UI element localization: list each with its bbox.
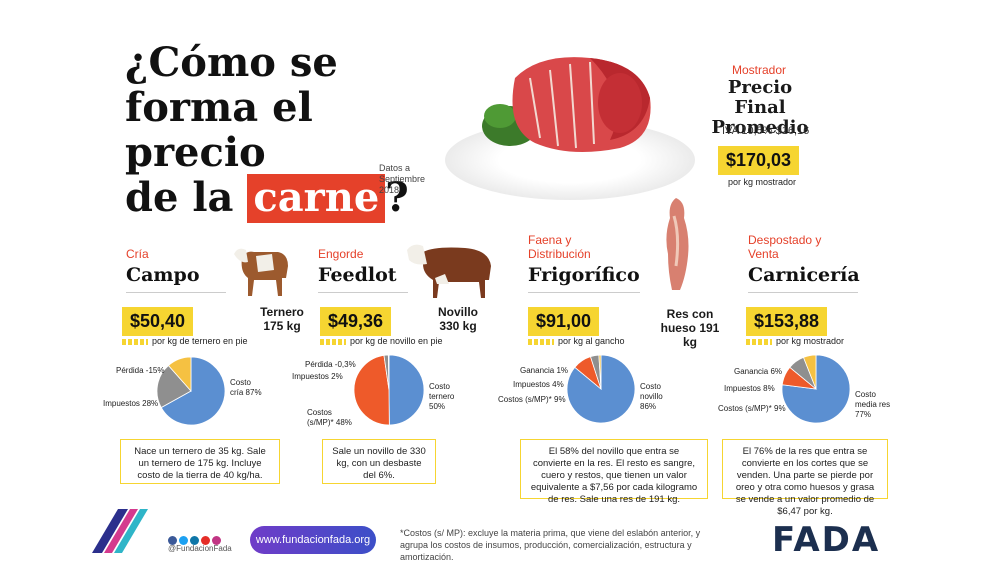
mostrador-label: Mostrador — [732, 63, 787, 77]
title-line-2: forma el precio — [125, 84, 313, 176]
title-line-3: de la carne? — [125, 174, 465, 223]
linkedin-icon[interactable] — [190, 536, 199, 545]
fada-stripes-icon — [92, 509, 148, 553]
instagram-icon[interactable] — [212, 536, 221, 545]
footnote: *Costos (s/ MP): excluye la materia prim… — [400, 528, 701, 562]
novillo-icon — [407, 244, 491, 298]
stage-engorde-note: Sale un novillo de 330 kg, con un desbas… — [322, 439, 436, 484]
stage-despostado-divider — [748, 292, 858, 293]
fada-logo: FADA — [772, 520, 881, 560]
pie-frig-costos: Costos (s/MP)* 9% — [498, 395, 566, 404]
pie-feedlot-perdida: Pérdida -0,3% — [305, 360, 356, 369]
pie-campo-costo: Costo cría 87% — [230, 378, 262, 397]
website-link[interactable]: www.fundacionfada.org — [250, 526, 376, 554]
social-icons — [168, 532, 223, 550]
stage-cria-animal: Ternero 175 kg — [260, 305, 304, 333]
pie-feedlot-impuestos: Impuestos 2% — [292, 372, 343, 381]
pie-frig-ganancia: Ganancia 1% — [520, 366, 569, 375]
final-price: $170,03 — [718, 146, 800, 175]
stage-engorde-title: Feedlot — [318, 264, 397, 286]
pie-campo-perdida: Pérdida -15% — [116, 366, 165, 375]
stage-faena-divider — [528, 292, 640, 293]
stage-faena-sub: por kg al gancho — [558, 336, 625, 346]
stage-cria-label: Cría — [126, 247, 149, 261]
ternero-icon — [234, 248, 288, 296]
stage-engorde-label: Engorde — [318, 247, 364, 261]
pie-carn-costo: Costo media res 77% — [855, 390, 891, 419]
pie-slice-costo-ternero — [388, 354, 425, 426]
stage-cria-divider — [126, 292, 226, 293]
pie-slice-ganancia — [802, 354, 817, 390]
mostrador-title: Precio Final Promedio — [711, 77, 809, 138]
pie-chart-feedlot — [353, 354, 425, 426]
page-title: ¿Cómo se forma el precio de la carne? — [125, 39, 465, 223]
stage-despostado-price: $153,88 — [746, 307, 828, 336]
pie-slice-p-rdida — [387, 354, 390, 391]
pie-slice-impuestos — [156, 364, 192, 409]
res-icon — [666, 198, 689, 290]
stage-faena-arrow — [528, 339, 554, 345]
stage-cria-sub: por kg de ternero en pie — [152, 336, 248, 346]
stage-cria-price: $50,40 — [122, 307, 194, 336]
pie-frig-impuestos: Impuestos 4% — [513, 380, 564, 389]
stage-faena-label: Faena y Distribución — [528, 233, 591, 261]
stage-faena-note: El 58% del novillo que entra se conviert… — [520, 439, 708, 505]
iva-text: IVA 10,5% $16,16 — [722, 125, 810, 137]
pie-feedlot-costos: Costos (s/MP)* 48% — [307, 408, 352, 427]
stage-engorde-sub: por kg de novillo en pie — [350, 336, 443, 346]
title-highlight: carne — [247, 174, 386, 223]
title-line-1: ¿Cómo se — [125, 39, 338, 86]
stage-engorde-arrow — [320, 339, 346, 345]
twitter-icon[interactable] — [179, 536, 188, 545]
pie-carn-costos: Costos (s/MP)* 9% — [718, 404, 786, 413]
social-handle[interactable]: @FundacionFada — [168, 544, 232, 553]
stage-faena-animal: Res con hueso 191 kg — [660, 307, 720, 349]
pie-chart-carniceria — [781, 354, 851, 424]
pie-campo-impuestos: Impuestos 28% — [103, 399, 159, 408]
stage-despostado-label: Despostado y Venta — [748, 233, 822, 261]
stage-despostado-arrow — [746, 339, 772, 345]
stage-despostado-title: Carnicería — [748, 264, 860, 286]
pie-frig-costo: Costo novillo 86% — [640, 382, 663, 411]
youtube-icon[interactable] — [201, 536, 210, 545]
pie-carn-ganancia: Ganancia 6% — [734, 367, 783, 376]
stage-engorde-price: $49,36 — [320, 307, 392, 336]
pie-slice-p-rdida — [167, 356, 192, 393]
pie-slice-ganancia — [598, 354, 602, 390]
pie-chart-campo — [156, 356, 226, 426]
pie-feedlot-costo: Costo ternero 50% — [429, 382, 455, 411]
stage-cria-title: Campo — [126, 264, 200, 286]
stage-faena-price: $91,00 — [528, 307, 600, 336]
pie-chart-frigorifico — [566, 354, 636, 424]
pie-slice-costos-s-mp- — [353, 354, 390, 426]
pie-slice-costo-cr-a — [160, 356, 226, 426]
pie-carn-impuestos: Impuestos 8% — [724, 384, 775, 393]
stage-faena-title: Frigorífico — [528, 264, 640, 286]
stage-engorde-divider — [318, 292, 408, 293]
facebook-icon[interactable] — [168, 536, 177, 545]
date-note: Datos a Septiembre 2018 — [379, 163, 426, 195]
stage-cria-arrow — [122, 339, 148, 345]
stage-despostado-note: El 76% de la res que entra se convierte … — [722, 439, 888, 517]
final-price-sub: por kg mostrador — [728, 177, 797, 187]
meat-icon — [482, 57, 651, 152]
title-qmark: ? — [385, 174, 409, 221]
stage-cria-note: Nace un ternero de 35 kg. Sale un terner… — [120, 439, 280, 484]
title-line-3a: de la — [125, 174, 234, 221]
stage-despostado-sub: por kg mostrador — [776, 336, 845, 346]
stage-engorde-animal: Novillo 330 kg — [437, 305, 478, 333]
